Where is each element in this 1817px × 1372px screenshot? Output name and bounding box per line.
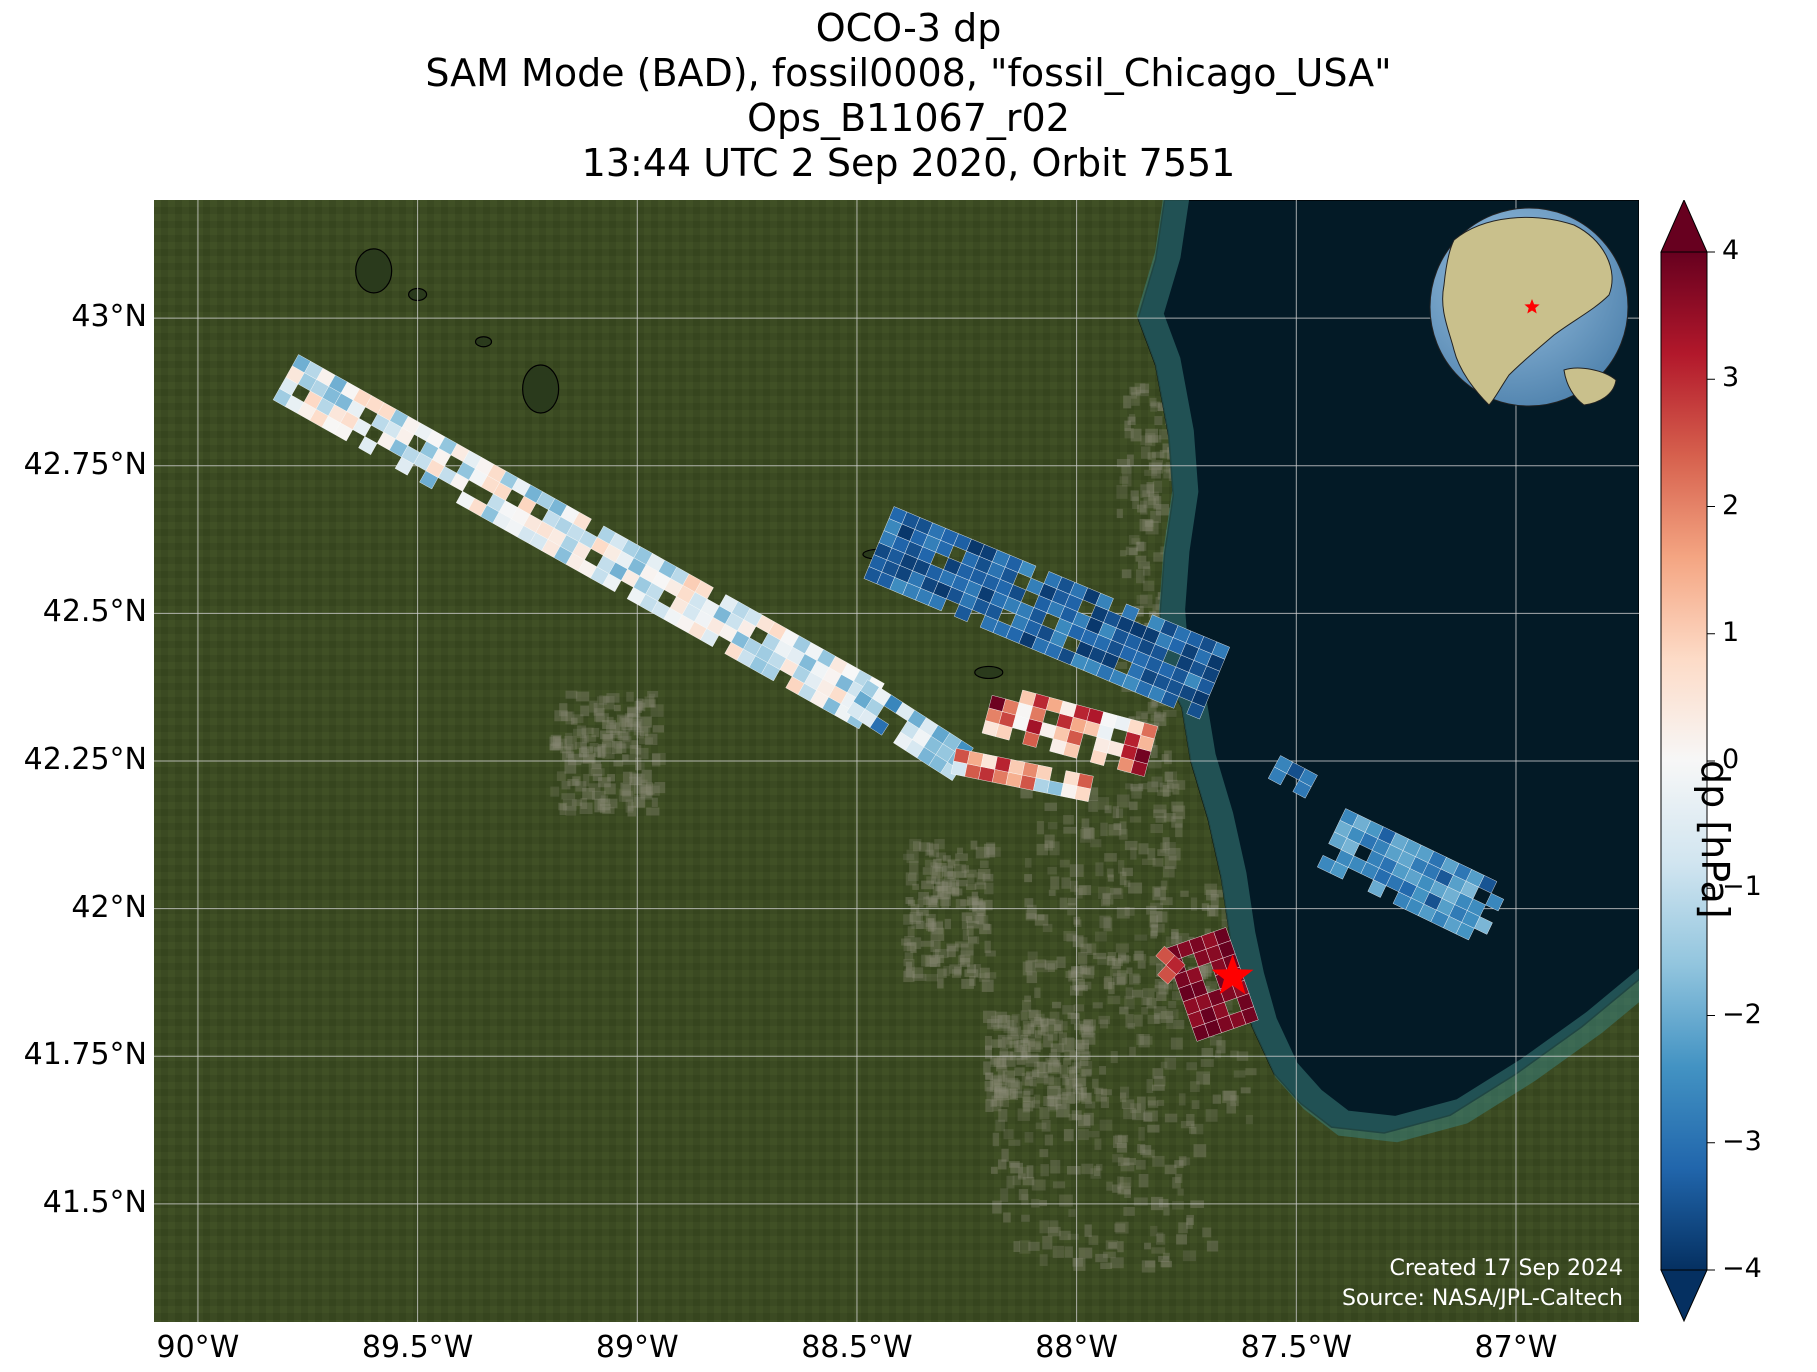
map-canvas[interactable]	[154, 200, 1639, 1322]
lat-tick-label: 42.25°N	[23, 742, 147, 777]
sounding-cell[interactable]	[1241, 1006, 1259, 1025]
sounding-cell[interactable]	[1063, 770, 1080, 787]
lon-tick-label: 87°W	[1474, 1330, 1558, 1365]
gridlines	[154, 200, 1639, 1322]
sounding-cell[interactable]	[967, 750, 984, 767]
sounding-cell[interactable]	[1211, 641, 1230, 660]
sounding-cell[interactable]	[1298, 768, 1318, 788]
sounding-cell[interactable]	[1140, 722, 1159, 740]
sounding-cell[interactable]	[1035, 764, 1053, 781]
lon-tick-label: 88.5°W	[801, 1330, 913, 1365]
colorbar-tick-label: −4	[1722, 1253, 1762, 1284]
colorbar-tickmarks	[1707, 251, 1715, 1271]
lat-tick-label: 42.5°N	[42, 594, 147, 630]
sounding-cell[interactable]	[1095, 592, 1114, 611]
sounding-cell[interactable]	[694, 580, 714, 600]
colorbar	[1660, 200, 1715, 1322]
sounding-cell[interactable]	[1021, 761, 1039, 779]
colorbar-tick-label: −1	[1722, 871, 1762, 903]
colorbar-tick-label: 1	[1722, 616, 1740, 648]
sounding-cell[interactable]	[1121, 603, 1140, 622]
map-panel[interactable]	[154, 200, 1639, 1322]
lat-tick-label: 43°N	[71, 299, 147, 335]
sounding-cell[interactable]	[1474, 916, 1493, 935]
colorbar-tick-label: −2	[1722, 998, 1762, 1030]
lon-tick-label: 87.5°W	[1240, 1330, 1353, 1365]
lat-tick-label: 42.75°N	[23, 446, 147, 482]
lon-tick-label: 90°W	[156, 1330, 240, 1365]
sounding-cell[interactable]	[1076, 773, 1094, 790]
inset-globe	[1429, 207, 1629, 407]
target-star-icon[interactable]	[1211, 954, 1254, 995]
colorbar-gradient	[1660, 251, 1708, 1271]
sounding-cell[interactable]	[1485, 892, 1505, 912]
colorbar-tick-label: −3	[1722, 1125, 1762, 1157]
sounding-cell[interactable]	[994, 756, 1012, 773]
lat-tick-label: 41.75°N	[23, 1037, 147, 1073]
colorbar-tick-label: 0	[1722, 744, 1740, 775]
lon-tick-label: 89°W	[595, 1330, 679, 1365]
sounding-cell[interactable]	[1046, 780, 1064, 797]
sounding-cell[interactable]	[980, 753, 998, 770]
title-line-3: Ops_B11067_r02	[747, 96, 1070, 140]
globe-north-america	[1442, 217, 1613, 406]
sounding-cell[interactable]	[1165, 955, 1186, 975]
sounding-cell[interactable]	[1017, 560, 1037, 579]
sounding-cell[interactable]	[869, 716, 889, 736]
lon-tick-label: 89.5°W	[361, 1330, 474, 1365]
title-line-2: SAM Mode (BAD), fossil0008, "fossil_Chic…	[425, 51, 1392, 95]
lon-tick-label: 88°W	[1035, 1330, 1119, 1365]
title-line-1: OCO-3 dp	[815, 6, 1002, 50]
colorbar-label: dp [hPa]	[1693, 760, 1737, 919]
globe-marker-icon	[1524, 299, 1540, 314]
colorbar-max-extend	[1660, 200, 1708, 253]
sounding-cell[interactable]	[1008, 759, 1026, 776]
sounding-swaths[interactable]	[272, 354, 1505, 1042]
colorbar-min-extend	[1660, 1269, 1708, 1322]
colorbar-tick-label: 2	[1722, 489, 1740, 521]
globe-south-america	[1563, 367, 1617, 406]
colorbar-tick-label: 3	[1722, 362, 1740, 394]
title-line-4: 13:44 UTC 2 Sep 2020, Orbit 7551	[581, 141, 1236, 185]
colorbar-tick-label: 4	[1722, 235, 1740, 266]
sounding-cell[interactable]	[1478, 875, 1498, 894]
sounding-cell[interactable]	[572, 511, 592, 531]
created-credit: Created 17 Sep 2024	[1389, 1256, 1624, 1281]
lat-tick-label: 42°N	[71, 889, 147, 925]
lat-tick-label: 41.5°N	[42, 1184, 147, 1220]
shore-sediment	[1136, 200, 1639, 1143]
sounding-cell[interactable]	[953, 748, 971, 765]
source-credit: Source: NASA/JPL-Caltech	[1341, 1286, 1623, 1311]
